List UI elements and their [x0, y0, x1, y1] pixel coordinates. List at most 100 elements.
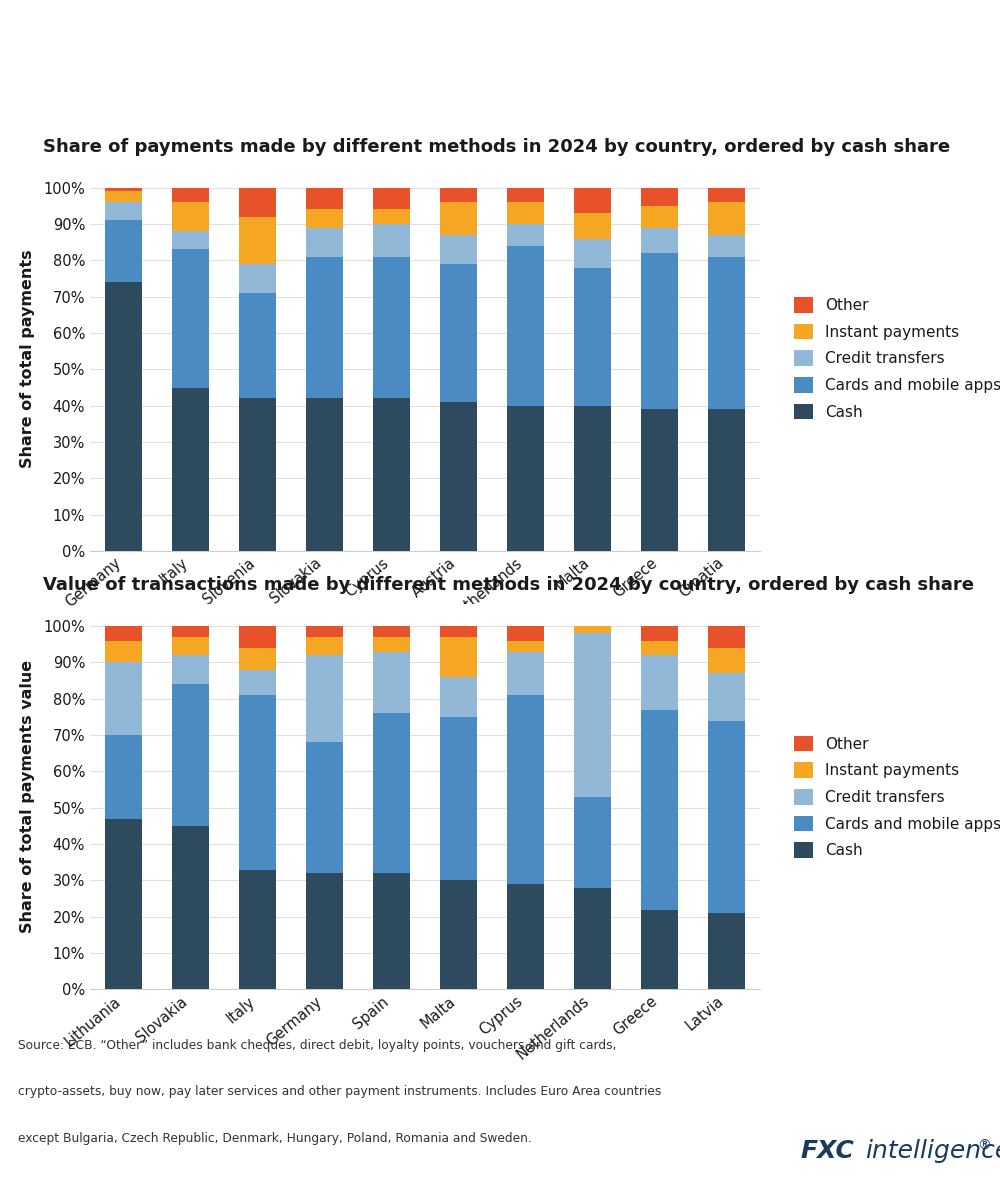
Bar — [105, 220, 142, 282]
Bar — [239, 293, 276, 398]
Bar — [708, 914, 745, 989]
Bar — [708, 626, 745, 648]
Bar — [172, 655, 209, 684]
Bar — [641, 228, 678, 254]
Text: FXC: FXC — [800, 1139, 854, 1162]
Bar — [440, 638, 477, 677]
Bar — [306, 210, 343, 228]
Bar — [373, 638, 410, 652]
Bar — [105, 819, 142, 989]
Bar — [507, 652, 544, 696]
Bar — [373, 224, 410, 257]
Bar — [239, 217, 276, 264]
Bar — [574, 238, 611, 268]
Text: Source: ECB. “Other” includes bank cheques, direct debit, loyalty points, vouche: Source: ECB. “Other” includes bank chequ… — [18, 1039, 616, 1052]
Bar — [641, 187, 678, 206]
Bar — [105, 203, 142, 220]
Bar — [440, 264, 477, 402]
Bar — [574, 796, 611, 888]
Bar — [574, 268, 611, 405]
Bar — [574, 626, 611, 634]
Bar — [373, 652, 410, 713]
Text: ®: ® — [977, 1139, 991, 1153]
Bar — [239, 696, 276, 870]
Text: Germany sees high cash use in P2P payments: Germany sees high cash use in P2P paymen… — [18, 36, 735, 64]
Bar — [574, 634, 611, 796]
Bar — [105, 735, 142, 819]
Bar — [373, 210, 410, 224]
Bar — [507, 696, 544, 884]
Text: Value of transactions made by different methods in 2024 by country, ordered by c: Value of transactions made by different … — [43, 576, 974, 595]
Bar — [574, 405, 611, 551]
Bar — [373, 257, 410, 398]
Bar — [708, 648, 745, 673]
Bar — [239, 187, 276, 217]
Bar — [641, 641, 678, 655]
Bar — [574, 187, 611, 213]
Y-axis label: Share of total payments value: Share of total payments value — [20, 660, 35, 934]
Bar — [708, 235, 745, 257]
Bar — [239, 626, 276, 648]
Bar — [708, 409, 745, 551]
Y-axis label: Share of total payments: Share of total payments — [20, 249, 35, 468]
Bar — [507, 245, 544, 405]
Bar — [641, 655, 678, 710]
Bar — [507, 641, 544, 652]
Bar — [172, 231, 209, 250]
Bar — [239, 264, 276, 293]
Bar — [708, 720, 745, 914]
Bar — [239, 648, 276, 670]
Bar — [507, 405, 544, 551]
Bar — [373, 713, 410, 873]
Bar — [440, 677, 477, 717]
Bar — [306, 187, 343, 210]
Bar — [105, 641, 142, 662]
Bar — [641, 254, 678, 409]
Bar — [708, 203, 745, 235]
Text: Share of payments made by different methods in 2024 by country, ordered by cash : Share of payments made by different meth… — [43, 137, 950, 156]
Bar — [507, 203, 544, 224]
Bar — [105, 187, 142, 191]
Bar — [507, 626, 544, 641]
Bar — [373, 187, 410, 210]
Text: intelligence: intelligence — [865, 1139, 1000, 1162]
Bar — [105, 626, 142, 641]
Bar — [239, 870, 276, 989]
Bar — [306, 873, 343, 989]
Bar — [105, 282, 142, 551]
Bar — [373, 873, 410, 989]
Bar — [708, 673, 745, 720]
Bar — [440, 203, 477, 235]
Bar — [105, 191, 142, 203]
Bar — [306, 257, 343, 398]
Bar — [574, 888, 611, 989]
Bar — [440, 187, 477, 203]
Text: except Bulgaria, Czech Republic, Denmark, Hungary, Poland, Romania and Sweden.: except Bulgaria, Czech Republic, Denmark… — [18, 1132, 532, 1145]
Bar — [708, 257, 745, 409]
Bar — [507, 224, 544, 245]
Legend: Other, Instant payments, Credit transfers, Cards and mobile apps, Cash: Other, Instant payments, Credit transfer… — [794, 736, 1000, 858]
Bar — [440, 626, 477, 638]
Bar — [306, 743, 343, 873]
Bar — [574, 213, 611, 238]
Bar — [306, 228, 343, 257]
Bar — [105, 662, 142, 735]
Bar — [641, 409, 678, 551]
Bar — [172, 250, 209, 387]
Bar — [306, 655, 343, 743]
Bar — [306, 638, 343, 655]
Bar — [239, 670, 276, 696]
Bar — [641, 626, 678, 641]
Bar — [306, 626, 343, 638]
Bar — [373, 398, 410, 551]
Bar — [172, 826, 209, 989]
Bar — [641, 206, 678, 228]
Bar — [641, 710, 678, 910]
Bar — [373, 626, 410, 638]
Bar — [507, 884, 544, 989]
Bar — [172, 684, 209, 826]
Bar — [708, 187, 745, 203]
Bar — [507, 187, 544, 203]
Bar — [172, 626, 209, 638]
Bar — [306, 398, 343, 551]
